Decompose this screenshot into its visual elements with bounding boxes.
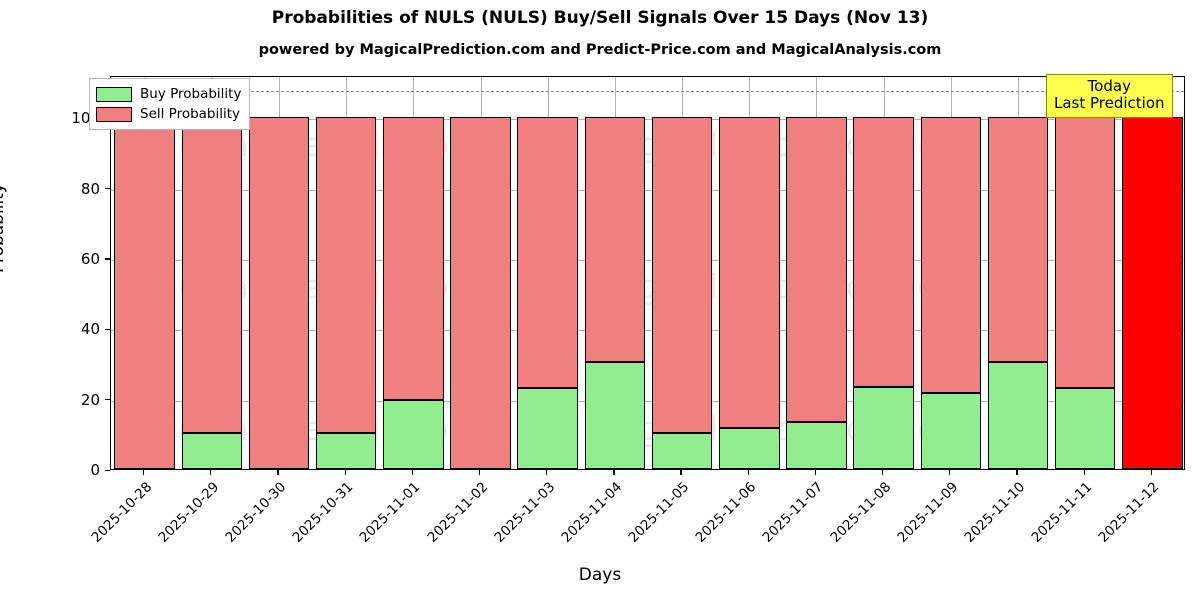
gridline-horizontal	[111, 119, 1184, 121]
chart-legend[interactable]: Buy Probability Sell Probability	[89, 78, 251, 130]
bar-segment-sell[interactable]	[786, 117, 847, 423]
bar-segment-sell[interactable]	[920, 117, 982, 393]
today-label-line1: Today	[1087, 77, 1131, 95]
legend-swatch-icon	[96, 106, 132, 122]
y-tick-label: 0	[90, 461, 100, 479]
bar-segment-sell[interactable]	[450, 117, 511, 469]
bar-segment-sell[interactable]	[181, 117, 243, 434]
bar-segment-buy[interactable]	[181, 433, 243, 469]
x-tick-mark	[814, 470, 817, 475]
bar-group[interactable]	[920, 77, 982, 469]
y-tick-label: 100	[71, 109, 100, 128]
bar-segment-buy[interactable]	[786, 422, 847, 469]
today-label-line2: Last Prediction	[1054, 94, 1165, 113]
chart-title: Probabilities of NULS (NULS) Buy/Sell Si…	[271, 8, 929, 28]
bar-segment-sell[interactable]	[315, 117, 377, 434]
bar-segment-buy[interactable]	[383, 400, 444, 469]
bar-segment-sell[interactable]	[1054, 117, 1116, 389]
bar-segment-buy[interactable]	[853, 387, 914, 469]
x-tick-mark	[1016, 470, 1018, 475]
x-tick-mark	[1083, 470, 1085, 475]
reference-line	[111, 91, 1184, 93]
x-tick-mark	[680, 470, 682, 475]
bar-segment-buy[interactable]	[920, 392, 982, 469]
y-tick-label: 20	[80, 390, 100, 409]
bar-group[interactable]	[987, 77, 1049, 469]
gridline-horizontal	[111, 400, 1184, 402]
y-tick-label: 80	[80, 179, 100, 198]
legend-item[interactable]: Buy Probability	[96, 84, 241, 104]
bar-group[interactable]	[584, 77, 646, 469]
legend-item-label: Buy Probability	[140, 86, 242, 102]
bar-group[interactable]	[651, 77, 713, 469]
y-tick-mark	[105, 399, 110, 401]
bar-group[interactable]	[1054, 77, 1116, 469]
bar-segment-sell[interactable]	[114, 117, 175, 469]
plot-area: MagicalAnalysis.comMagicalPrediction.com…	[110, 76, 1185, 470]
bar-segment-sell[interactable]	[248, 117, 310, 469]
bar-segment-buy[interactable]	[651, 433, 713, 469]
y-tick-label: 60	[80, 249, 100, 268]
x-tick-mark	[949, 470, 951, 475]
x-tick-mark	[478, 470, 481, 475]
x-tick-mark	[613, 470, 615, 475]
bar-group[interactable]	[181, 77, 243, 469]
today-annotation: Today Last Prediction	[1046, 74, 1173, 118]
gridline-horizontal	[111, 259, 1184, 261]
bar-group[interactable]	[114, 77, 175, 469]
y-tick-mark	[105, 188, 110, 190]
bar-segment-sell[interactable]	[517, 117, 578, 389]
bar-group[interactable]	[786, 77, 847, 469]
y-tick-mark	[105, 328, 110, 331]
gridline-horizontal	[111, 330, 1184, 332]
x-tick-mark	[210, 470, 212, 475]
bar-segment-sell[interactable]	[651, 117, 713, 434]
x-tick-mark	[747, 470, 749, 475]
bar-group[interactable]	[719, 77, 780, 469]
bar-segment-buy[interactable]	[1054, 388, 1116, 469]
x-tick-mark	[344, 470, 346, 475]
x-axis-label: Days	[578, 565, 622, 585]
bar-segment-buy[interactable]	[517, 388, 578, 469]
x-tick-mark	[882, 470, 884, 475]
legend-item[interactable]: Sell Probability	[96, 104, 241, 124]
x-tick-mark	[546, 470, 548, 475]
legend-swatch-icon	[96, 86, 132, 102]
bar-segment-sell[interactable]	[853, 117, 914, 388]
bar-group[interactable]	[853, 77, 914, 469]
bar-segment-sell[interactable]	[383, 117, 444, 401]
chart-subtitle: powered by MagicalPrediction.com and Pre…	[258, 42, 942, 58]
bar-segment-buy[interactable]	[719, 428, 780, 469]
bar-segment-buy[interactable]	[584, 362, 646, 469]
bar-group[interactable]	[248, 77, 310, 469]
bar-segment-sell[interactable]	[584, 117, 646, 363]
x-tick-mark	[277, 470, 279, 475]
bar-group[interactable]	[450, 77, 511, 469]
x-tick-mark	[142, 470, 145, 475]
bar-group[interactable]	[1122, 77, 1183, 469]
x-tick-mark	[1150, 470, 1153, 475]
bar-segment-sell[interactable]	[987, 117, 1049, 363]
bar-group[interactable]	[315, 77, 377, 469]
y-tick-mark	[105, 258, 110, 260]
bar-segment-buy[interactable]	[987, 362, 1049, 469]
legend-item-label: Sell Probability	[140, 106, 241, 122]
bar-today-highlight[interactable]	[1122, 117, 1183, 469]
bar-segment-sell[interactable]	[719, 117, 780, 429]
bar-group[interactable]	[383, 77, 444, 469]
y-tick-label: 40	[80, 320, 100, 339]
y-tick-mark	[105, 469, 110, 471]
bar-segment-buy[interactable]	[315, 433, 377, 469]
gridline-horizontal	[111, 189, 1184, 191]
bar-group[interactable]	[517, 77, 578, 469]
x-tick-mark	[411, 470, 413, 475]
